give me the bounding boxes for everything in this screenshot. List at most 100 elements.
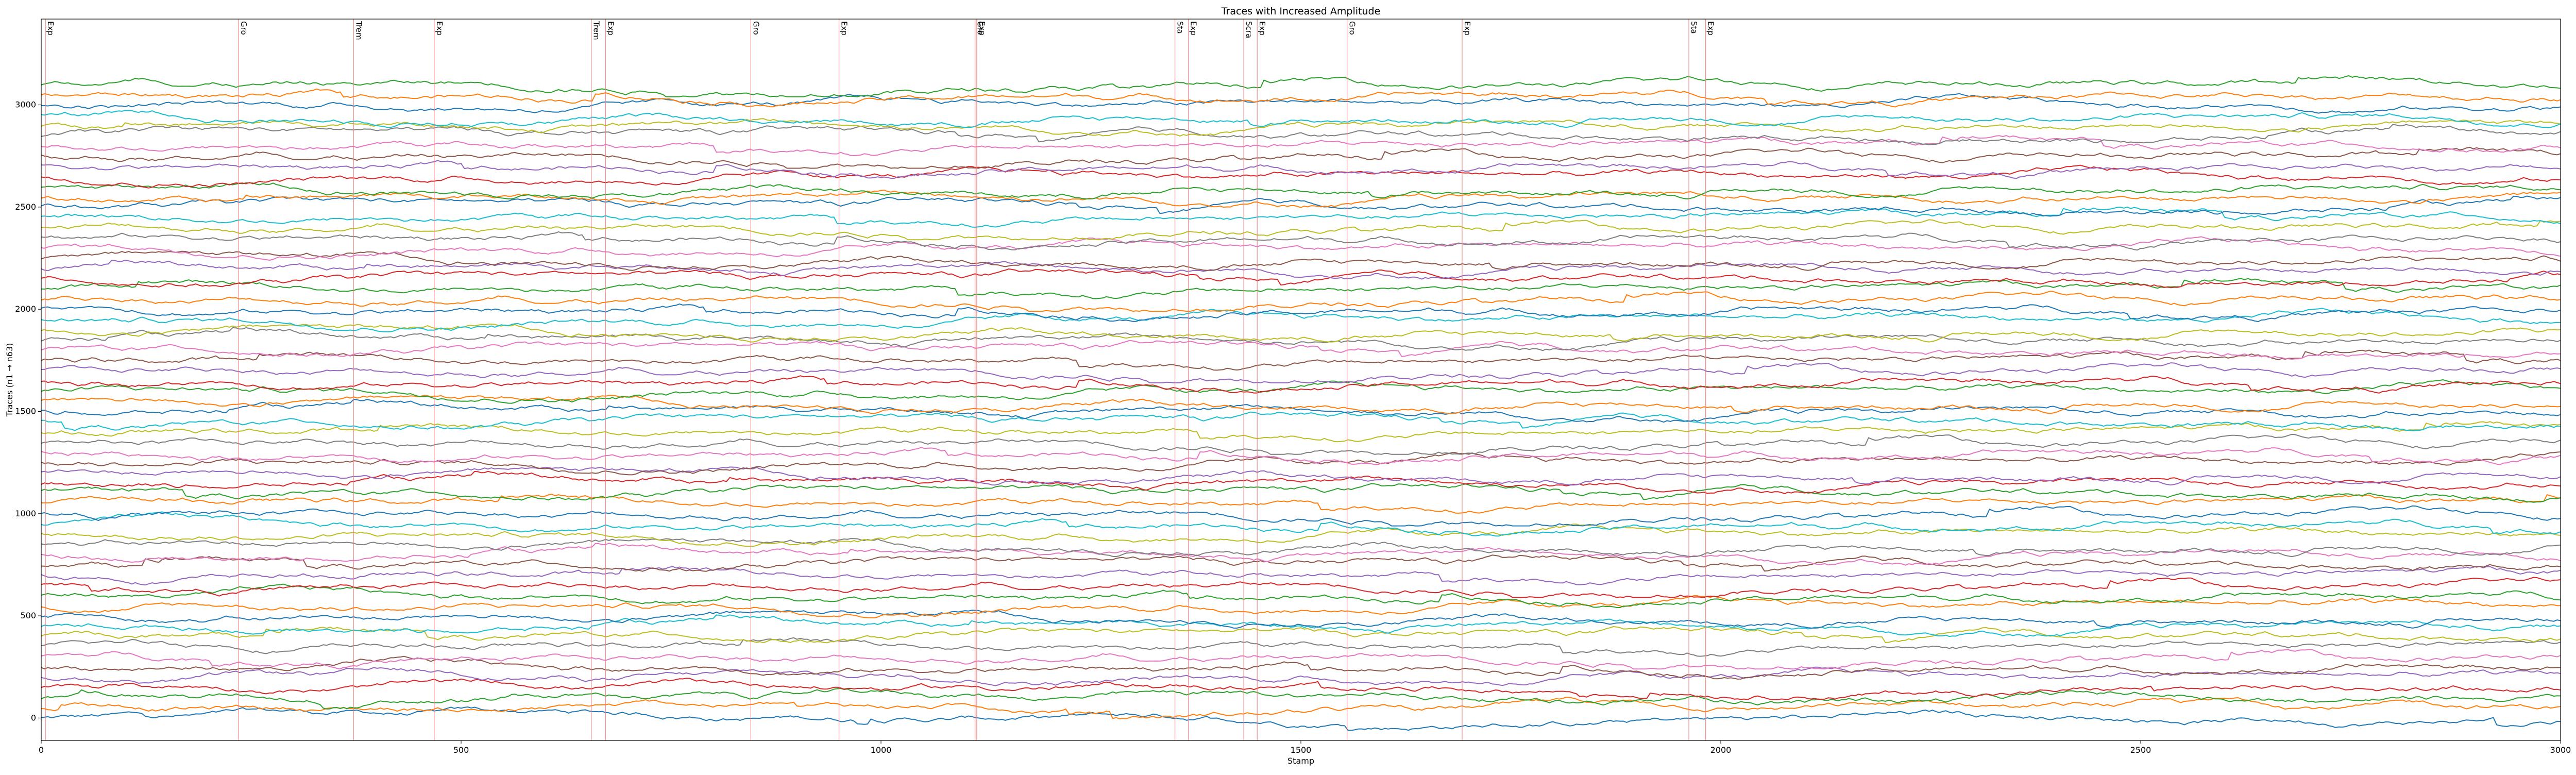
trace-line-55 [41, 160, 2561, 179]
y-tick-label: 0 [31, 713, 36, 722]
trace-line-12 [41, 595, 2561, 618]
y-tick-label: 1500 [15, 406, 36, 416]
trace-line-11 [41, 610, 2561, 629]
trace-line-44 [41, 268, 2561, 289]
event-label-5: Trem [592, 21, 601, 40]
event-label-13: Scra [1244, 21, 1253, 38]
trace-line-33 [41, 379, 2561, 404]
trace-line-21 [41, 505, 2561, 527]
trace-line-61 [41, 93, 2561, 114]
x-tick-label: 1000 [871, 745, 892, 755]
y-tick-label: 2500 [15, 202, 36, 212]
trace-line-34 [41, 375, 2561, 394]
trace-line-7 [41, 649, 2561, 670]
trace-line-13 [41, 583, 2561, 608]
event-label-10: Exp [977, 21, 987, 36]
event-label-15: Gro [1348, 21, 1357, 35]
event-label-2: Gro [239, 21, 248, 35]
trace-line-39 [41, 323, 2561, 343]
trace-line-28 [41, 433, 2561, 455]
trace-line-3 [41, 688, 2561, 710]
trace-line-14 [41, 577, 2561, 598]
event-label-6: Exp [606, 21, 615, 36]
x-axis: 0 500 1000 1500 2000 2500 3000 [39, 740, 2571, 755]
trace-line-38 [41, 327, 2561, 351]
trace-line-48 [41, 231, 2561, 251]
event-label-7: Gro [751, 21, 760, 35]
x-tick-label: 2500 [2130, 745, 2151, 755]
trace-line-60 [41, 110, 2561, 128]
event-label-12: Exp [1189, 21, 1198, 36]
trace-line-58 [41, 124, 2561, 145]
trace-line-57 [41, 135, 2561, 156]
trace-line-1 [41, 706, 2561, 731]
trace-line-16 [41, 554, 2561, 572]
trace-line-24 [41, 470, 2561, 494]
trace-line-54 [41, 164, 2561, 189]
trace-line-6 [41, 655, 2561, 680]
y-axis: 0 500 1000 1500 2000 2500 3000 [15, 100, 41, 722]
trace-line-31 [41, 399, 2561, 423]
event-label-18: Exp [1706, 21, 1716, 36]
trace-line-26 [41, 451, 2561, 476]
trace-line-63 [41, 75, 2561, 97]
trace-line-8 [41, 637, 2561, 657]
trace-line-46 [41, 250, 2561, 271]
trace-line-2 [41, 697, 2561, 719]
trace-line-41 [41, 303, 2561, 322]
x-tick-label: 2000 [1710, 745, 1732, 755]
trace-line-18 [41, 538, 2561, 558]
trace-line-47 [41, 236, 2561, 261]
trace-line-17 [41, 543, 2561, 566]
trace-line-56 [41, 146, 2561, 169]
event-label-3: Trem [354, 21, 363, 40]
trace-line-53 [41, 182, 2561, 199]
trace-line-19 [41, 524, 2561, 547]
x-tick-label: 3000 [2550, 745, 2571, 755]
y-tick-label: 500 [20, 611, 36, 620]
trace-line-42 [41, 291, 2561, 312]
trace-line-9 [41, 626, 2561, 644]
y-tick-label: 1000 [15, 509, 36, 518]
event-label-14: Exp [1258, 21, 1267, 36]
traces-layer [41, 75, 2561, 731]
trace-line-32 [41, 395, 2561, 414]
event-label-16: Exp [1463, 21, 1472, 36]
trace-line-22 [41, 494, 2561, 514]
trace-line-29 [41, 421, 2561, 443]
x-tick-label: 1500 [1291, 745, 1312, 755]
x-axis-label: Stamp [1287, 756, 1314, 766]
trace-line-25 [41, 466, 2561, 486]
trace-line-30 [41, 411, 2561, 431]
trace-line-59 [41, 118, 2561, 137]
trace-line-50 [41, 206, 2561, 228]
trace-line-36 [41, 349, 2561, 371]
trace-line-37 [41, 340, 2561, 360]
chart-title: Traces with Increased Amplitude [1221, 6, 1381, 17]
trace-line-27 [41, 447, 2561, 465]
trace-line-62 [41, 88, 2561, 108]
y-tick-label: 2000 [15, 304, 36, 314]
trace-line-52 [41, 190, 2561, 208]
x-tick-label: 500 [453, 745, 469, 755]
trace-line-5 [41, 666, 2561, 686]
trace-line-40 [41, 308, 2561, 332]
event-label-17: Sta [1689, 21, 1699, 34]
trace-line-23 [41, 483, 2561, 503]
trace-line-43 [41, 278, 2561, 299]
y-axis-label: Traces (n1 → n63) [5, 343, 14, 417]
event-label-1: Exp [46, 21, 55, 36]
event-label-9: Gro [976, 21, 985, 35]
trace-line-49 [41, 219, 2561, 241]
trace-line-10 [41, 614, 2561, 637]
trace-line-20 [41, 511, 2561, 537]
event-label-11: Sta [1176, 21, 1185, 34]
trace-line-4 [41, 678, 2561, 700]
event-label-8: Exp [840, 21, 849, 36]
event-label-4: Exp [435, 21, 444, 36]
trace-line-35 [41, 362, 2561, 383]
x-tick-label: 0 [39, 745, 44, 755]
